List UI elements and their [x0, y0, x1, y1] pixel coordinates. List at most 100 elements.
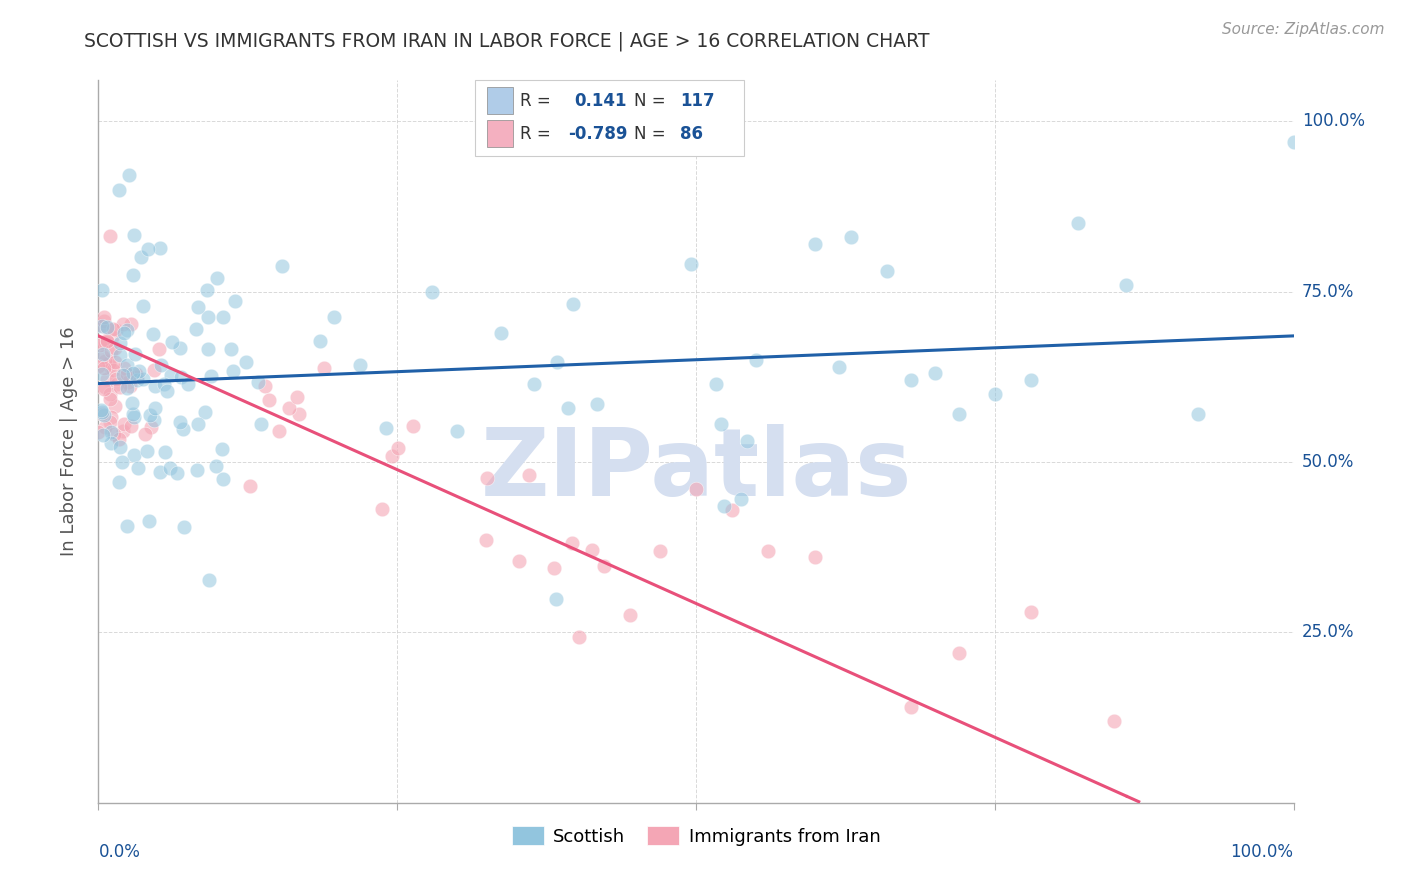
- Point: [593, 558, 616, 573]
- Point: [349, 358, 371, 372]
- Point: [371, 501, 394, 516]
- Point: [100, 425, 122, 439]
- Point: [679, 257, 702, 271]
- Point: [93, 313, 115, 327]
- Point: [112, 368, 135, 382]
- Point: [96, 334, 118, 348]
- Point: [108, 380, 131, 394]
- Legend: Scottish, Immigrants from Iran: Scottish, Immigrants from Iran: [512, 827, 880, 846]
- Point: [115, 323, 138, 337]
- Point: [98, 387, 121, 401]
- Point: [288, 407, 311, 421]
- Point: [211, 472, 233, 486]
- Point: [138, 514, 160, 528]
- Point: [122, 367, 145, 381]
- Point: [91, 427, 114, 442]
- Point: [257, 393, 280, 408]
- Point: [948, 646, 970, 660]
- Point: [1187, 407, 1209, 421]
- Point: [172, 422, 194, 436]
- Point: [135, 444, 157, 458]
- Point: [96, 320, 118, 334]
- Point: [1115, 277, 1137, 292]
- Point: [804, 550, 827, 565]
- Point: [523, 377, 546, 392]
- Point: [619, 608, 641, 623]
- Point: [475, 470, 498, 484]
- Text: N =: N =: [634, 125, 665, 143]
- Point: [446, 424, 468, 438]
- Point: [876, 264, 898, 278]
- Point: [120, 419, 142, 434]
- Point: [704, 376, 727, 391]
- Point: [89, 338, 111, 352]
- Point: [586, 397, 609, 411]
- Point: [93, 419, 115, 434]
- Point: [91, 336, 114, 351]
- Point: [111, 317, 134, 331]
- Point: [128, 364, 150, 378]
- Point: [387, 441, 409, 455]
- Point: [543, 561, 565, 575]
- Point: [98, 415, 121, 429]
- Point: [143, 401, 166, 416]
- Point: [200, 368, 222, 383]
- Point: [186, 322, 208, 336]
- Point: [87, 425, 110, 439]
- Point: [546, 592, 568, 607]
- Point: [90, 405, 112, 419]
- Point: [93, 408, 115, 422]
- Point: [87, 359, 110, 373]
- Point: [713, 499, 735, 513]
- Point: [1067, 216, 1090, 230]
- Text: R =: R =: [520, 125, 551, 143]
- Point: [98, 356, 121, 370]
- Point: [108, 183, 131, 197]
- Point: [1104, 714, 1126, 728]
- Text: 75.0%: 75.0%: [1302, 283, 1354, 301]
- Point: [142, 327, 165, 342]
- Text: R =: R =: [520, 92, 551, 110]
- Point: [160, 335, 183, 350]
- Text: 100.0%: 100.0%: [1302, 112, 1365, 130]
- Point: [142, 363, 165, 377]
- Point: [124, 367, 146, 381]
- Text: 0.0%: 0.0%: [98, 843, 141, 861]
- Point: [101, 322, 124, 336]
- Point: [222, 364, 245, 378]
- Point: [122, 409, 145, 424]
- Point: [153, 444, 176, 458]
- Point: [121, 268, 143, 282]
- Text: 100.0%: 100.0%: [1230, 843, 1294, 861]
- Point: [197, 310, 219, 325]
- Point: [112, 417, 135, 431]
- Point: [924, 367, 946, 381]
- Point: [735, 434, 758, 449]
- Point: [155, 384, 177, 398]
- Point: [115, 519, 138, 533]
- Point: [198, 573, 221, 587]
- Point: [197, 283, 219, 297]
- Point: [308, 334, 330, 349]
- Text: Source: ZipAtlas.com: Source: ZipAtlas.com: [1222, 22, 1385, 37]
- Point: [103, 399, 125, 413]
- Text: 0.141: 0.141: [574, 92, 627, 110]
- Point: [900, 373, 922, 387]
- Point: [756, 543, 779, 558]
- FancyBboxPatch shape: [486, 120, 513, 147]
- Point: [581, 543, 603, 558]
- Point: [111, 424, 134, 438]
- Point: [96, 372, 118, 386]
- Point: [173, 519, 195, 533]
- Point: [112, 326, 135, 341]
- Point: [948, 407, 970, 421]
- Point: [98, 229, 121, 244]
- Point: [710, 417, 733, 431]
- Point: [112, 361, 135, 376]
- Point: [117, 375, 139, 389]
- Point: [508, 553, 530, 567]
- Point: [828, 359, 851, 374]
- Point: [100, 410, 122, 425]
- Point: [111, 455, 134, 469]
- Point: [1019, 373, 1042, 387]
